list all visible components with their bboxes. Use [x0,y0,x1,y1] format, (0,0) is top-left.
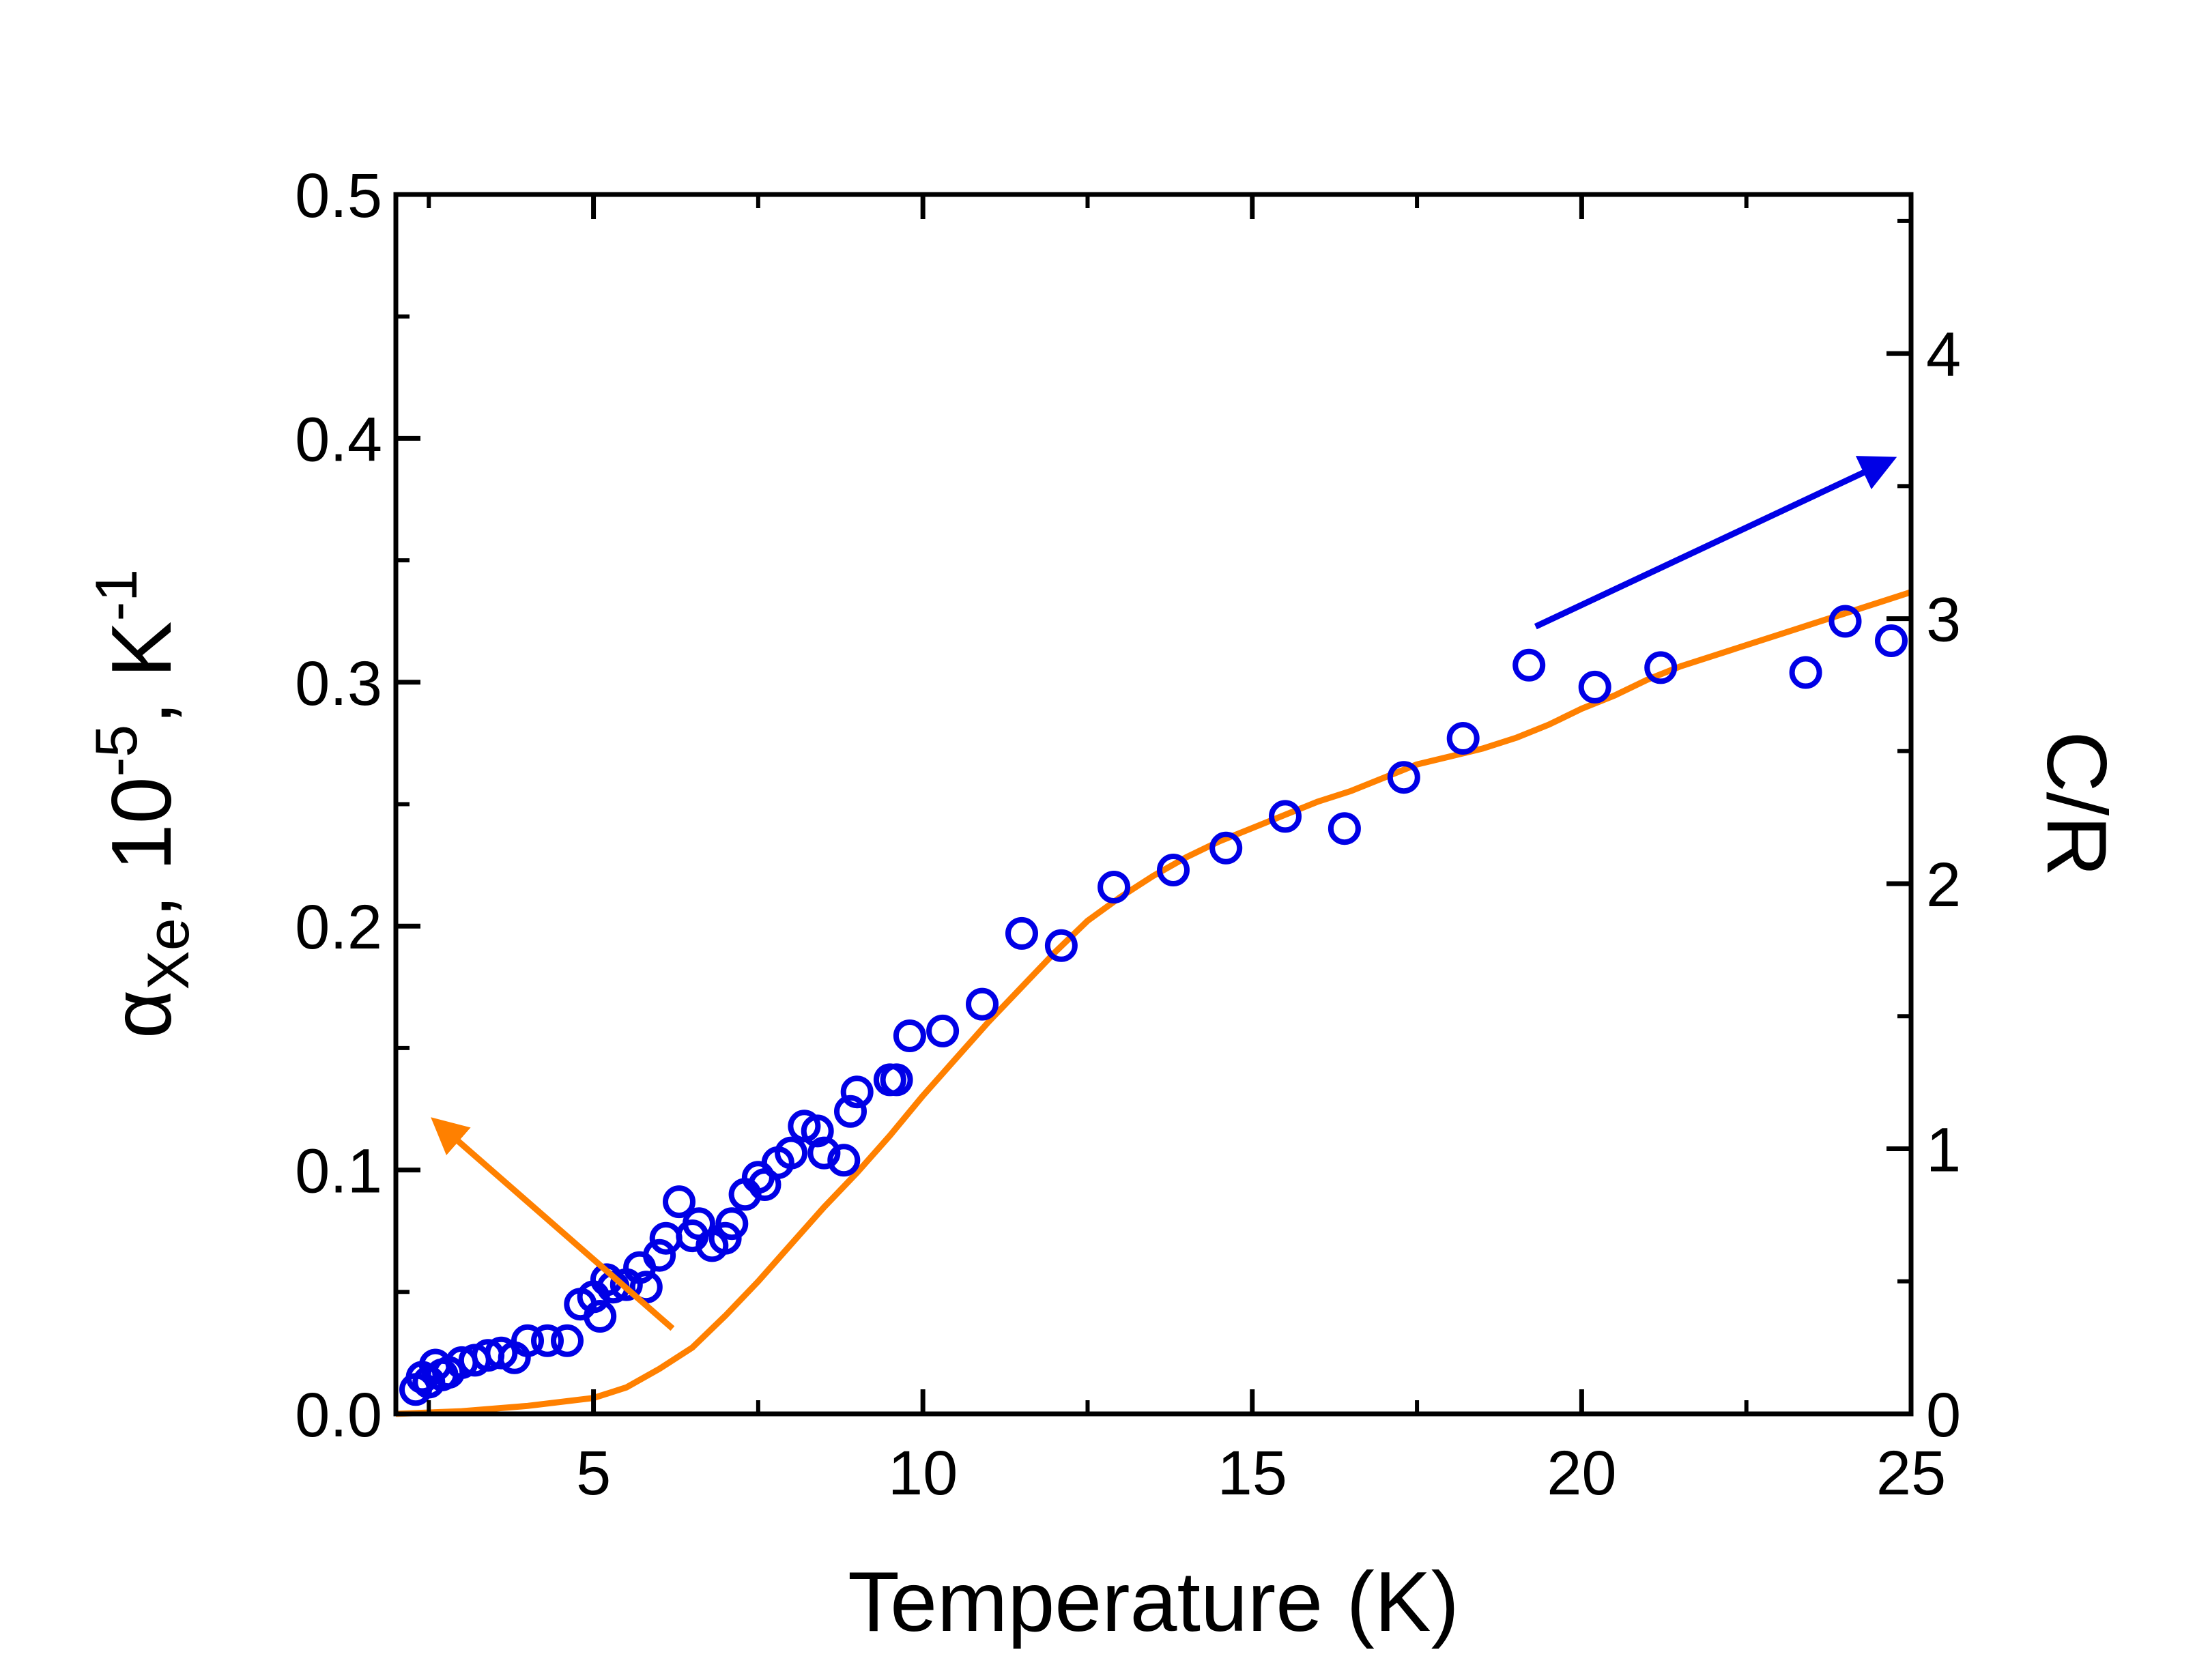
y-left-title-unit: , K [95,621,189,725]
alpha-data-point [1044,929,1078,962]
alpha-data-point [966,987,999,1021]
alpha-data-point [1828,605,1862,638]
alpha-data-point [649,1221,683,1255]
plot-area [393,192,1914,1417]
alpha-data-point [1446,722,1480,755]
alpha-data-point [715,1207,749,1241]
y-left-title-unit-exponent: -1 [84,569,149,621]
y-right-tick-label: 0 [1926,1380,1961,1450]
y-left-tick-label: 0.4 [295,405,382,474]
alpha-data-point [880,1063,913,1097]
x-tick-label: 5 [576,1438,611,1508]
alpha-data-point [1875,624,1908,657]
alpha-data-point [834,1095,867,1128]
y-left-title-exponent: -5 [84,725,149,777]
alpha-data-point [926,1014,960,1047]
x-tick-label: 20 [1547,1438,1616,1508]
alpha-data-point [584,1300,617,1333]
y-left-tick-label: 0.0 [295,1380,382,1450]
x-tick-label: 15 [1218,1438,1287,1508]
alpha-data-point [1157,854,1190,886]
arrow-layer [431,456,1897,1331]
y-left-title-subscript: Xe [136,918,201,989]
x-tick-label: 25 [1876,1438,1946,1508]
alpha-data-point [1005,916,1038,950]
y-right-tick-label: 2 [1926,850,1961,920]
y-right-axis-ticks: 0 1 2 3 4 [1886,218,1961,1450]
alpha-data-point [1269,800,1302,833]
y-left-tick-label: 0.2 [295,893,382,962]
cr-line-layer [395,589,1912,1417]
y-right-tick-label: 1 [1926,1116,1961,1185]
alpha-data-point [840,1075,874,1109]
y-left-title-symbol: α [95,989,189,1039]
alpha-data-point [1578,670,1611,704]
alpha-data-point [801,1114,834,1148]
alpha-data-point [893,1019,926,1052]
x-axis-ticks: 5 10 15 20 25 [427,194,1946,1508]
alpha-data-point [531,1324,564,1357]
alpha-data-point [629,1271,663,1304]
x-tick-label: 10 [888,1438,958,1508]
orange-arrow [431,1117,675,1331]
alpha-data-point [807,1136,841,1170]
alpha-data-point [1098,871,1131,903]
alpha-data-point [1789,656,1822,689]
alpha-data-point [643,1239,676,1272]
alpha-data-point [775,1136,808,1170]
y-right-axis-title: C/R [2029,731,2123,877]
y-left-tick-label: 0.1 [295,1137,382,1206]
alpha-data-point [1512,648,1546,682]
y-left-tick-label: 0.5 [295,161,382,231]
y-right-tick-label: 4 [1926,320,1961,390]
x-axis-title: Temperature (K) [848,1555,1459,1649]
alpha-data-point [663,1185,695,1219]
y-left-axis-title: αXe, 10-5, K-1 [84,569,201,1039]
alpha-data-point [827,1144,861,1177]
alpha-data-point [551,1324,584,1357]
alpha-data-point [1387,761,1420,794]
y-left-axis-ticks: 0.0 0.1 0.2 0.3 0.4 0.5 [295,161,420,1450]
y-left-title-middle: , 10 [95,777,189,918]
alpha-data-point [1644,651,1678,684]
blue-arrow [1534,456,1897,630]
alpha-scatter-layer [399,605,1908,1406]
alpha-data-point [1209,831,1243,865]
y-left-tick-label: 0.3 [295,649,382,719]
plot-frame [393,192,1914,1417]
cr-series-line [395,589,1912,1417]
y-right-tick-label: 3 [1926,585,1961,655]
alpha-data-point [511,1324,544,1357]
alpha-data-point [1328,812,1361,845]
